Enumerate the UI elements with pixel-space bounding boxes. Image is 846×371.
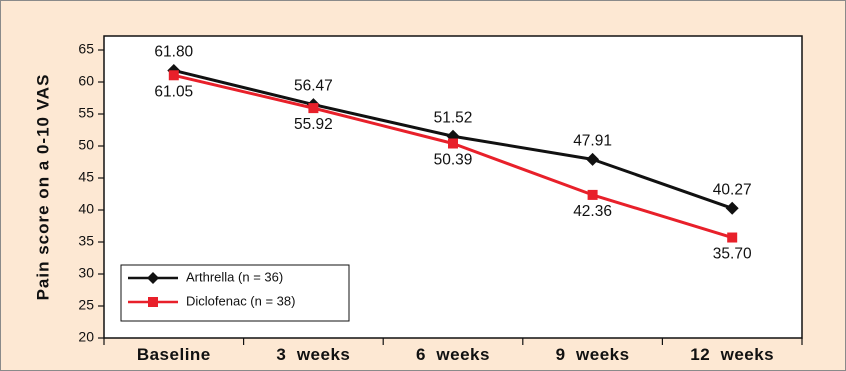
legend: Arthrella (n = 36) Diclofenac (n = 38) <box>120 264 350 322</box>
y-tick-label: 25 <box>78 297 94 313</box>
data-point <box>725 201 739 215</box>
y-tick-label: 35 <box>78 233 94 249</box>
data-point <box>586 152 600 166</box>
data-label: 56.47 <box>294 78 333 95</box>
data-label: 51.52 <box>434 109 473 126</box>
y-tick-label: 45 <box>78 169 94 185</box>
y-tick-label: 60 <box>78 73 94 89</box>
data-label: 50.39 <box>434 152 473 169</box>
series-diclofenac: 61.05 55.92 50.39 42.36 35.70 <box>154 70 752 263</box>
data-label: 40.27 <box>713 181 752 198</box>
data-label: 61.80 <box>154 43 193 60</box>
x-category-label: 6 weeks <box>416 345 490 364</box>
data-label: 61.05 <box>154 83 193 100</box>
y-tick-label: 55 <box>78 105 94 121</box>
x-category-label: 3 weeks <box>276 345 350 364</box>
legend-item: Diclofenac (n = 38) <box>128 293 295 308</box>
data-point <box>168 70 179 81</box>
data-label: 55.92 <box>294 116 333 133</box>
data-point <box>308 103 319 114</box>
y-tick-label: 50 <box>78 137 94 153</box>
legend-item: Arthrella (n = 36) <box>128 269 283 284</box>
data-label: 42.36 <box>573 203 612 220</box>
legend-marker <box>147 272 159 284</box>
x-axis: Baseline 3 weeks 6 weeks 9 weeks 12 weeks <box>103 338 803 364</box>
data-point <box>448 138 458 149</box>
data-point <box>727 232 738 243</box>
data-label: 35.70 <box>713 246 752 263</box>
y-tick-label: 65 <box>78 41 94 57</box>
y-axis: 20 25 30 35 40 45 50 55 60 65 <box>78 41 104 345</box>
series-layer: 61.80 56.47 51.52 47.91 40.27 61.05 55.92 50.39… <box>154 43 752 262</box>
legend-box <box>120 264 350 322</box>
y-axis-label: Pain score on a 0-10 VAS <box>33 74 52 301</box>
data-point <box>587 189 598 200</box>
x-category-label: 9 weeks <box>556 345 630 364</box>
y-tick-label: 40 <box>78 201 94 217</box>
data-label: 47.91 <box>573 132 612 149</box>
x-category-label: Baseline <box>137 345 211 364</box>
legend-label: Arthrella (n = 36) <box>186 269 283 284</box>
y-tick-label: 20 <box>78 329 94 345</box>
legend-marker <box>148 297 158 307</box>
y-tick-label: 30 <box>78 265 94 281</box>
legend-label: Diclofenac (n = 38) <box>186 293 295 308</box>
x-category-label: 12 weeks <box>690 345 774 364</box>
